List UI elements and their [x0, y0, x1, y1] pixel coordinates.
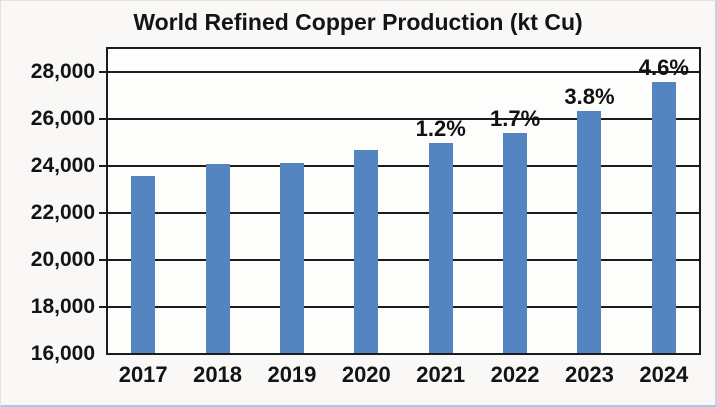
chart-title: World Refined Copper Production (kt Cu) — [133, 9, 583, 35]
y-axis-tick-label: 20,000 — [30, 247, 95, 271]
y-gridline — [108, 211, 699, 214]
x-axis-label-2023: 2023 — [564, 362, 614, 387]
y-gridline — [108, 258, 699, 261]
bar-value-label-2022: 1.7% — [489, 106, 541, 132]
y-axis-tick-label: 28,000 — [30, 59, 95, 83]
y-axis-tick-label: 26,000 — [30, 106, 95, 130]
x-axis-line — [106, 353, 701, 355]
y-axis-tick-label: 16,000 — [30, 342, 95, 365]
bar-2021 — [428, 143, 453, 353]
plot-area — [106, 48, 701, 354]
bar-2024 — [651, 82, 676, 353]
bar-2023 — [577, 110, 602, 353]
y-gridline — [108, 117, 699, 120]
x-axis-label-2020: 2020 — [341, 362, 391, 387]
y-axis-tick — [99, 70, 106, 73]
bar-2022 — [503, 133, 528, 353]
y-axis-tick — [99, 211, 106, 214]
y-gridline — [108, 164, 699, 167]
x-axis-label-2022: 2022 — [490, 362, 540, 387]
plot-border-right — [699, 47, 701, 355]
y-axis-tick-label: 22,000 — [30, 200, 95, 224]
y-gridline — [108, 305, 699, 308]
bar-value-label-2021: 1.2% — [415, 116, 466, 142]
bar-2019 — [279, 162, 304, 353]
y-axis-tick — [99, 164, 106, 167]
y-axis-line — [106, 47, 108, 355]
y-axis-tick — [99, 305, 106, 308]
y-axis-tick — [99, 258, 106, 261]
x-axis-label-2021: 2021 — [416, 362, 466, 387]
x-axis-label-2024: 2024 — [639, 362, 689, 387]
bar-2017 — [131, 176, 156, 353]
plot-border-top — [106, 47, 701, 49]
y-axis-tick-label: 24,000 — [30, 153, 95, 177]
bar-2020 — [354, 150, 379, 353]
bar-value-label-2024: 4.6% — [638, 55, 689, 81]
y-axis-tick-label: 18,000 — [30, 294, 95, 318]
x-axis-label-2017: 2017 — [118, 362, 168, 387]
y-axis-tick — [99, 117, 106, 120]
bar-value-label-2023: 3.8% — [564, 83, 615, 109]
x-axis-label-2018: 2018 — [193, 362, 243, 387]
x-axis-label-2019: 2019 — [267, 362, 317, 387]
y-gridline — [108, 70, 699, 73]
bar-2018 — [205, 164, 230, 353]
